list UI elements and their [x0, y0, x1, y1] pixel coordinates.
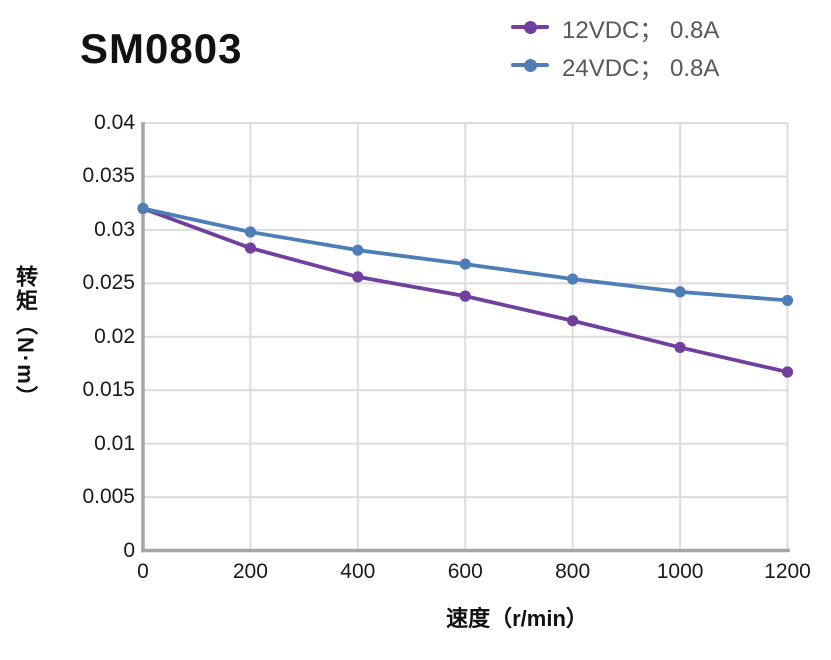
- y-tick-label: 0.025: [82, 271, 135, 295]
- data-point-12vdc: [244, 242, 257, 254]
- data-point-24vdc: [137, 202, 149, 215]
- y-tick-label: 0.02: [94, 324, 135, 348]
- y-tick-label: 0.01: [94, 431, 135, 455]
- data-point-24vdc: [567, 273, 579, 285]
- x-tick-label: 200: [232, 560, 268, 583]
- y-tick-label: 0.035: [82, 164, 135, 188]
- legend-item-24vdc: 24VDC； 0.8A: [511, 46, 719, 84]
- data-point-12vdc: [459, 290, 471, 302]
- legend-line-marker-12vdc: [511, 20, 549, 34]
- x-tick-label: 400: [340, 560, 376, 583]
- data-point-24vdc: [674, 286, 686, 298]
- data-point-12vdc: [352, 271, 364, 283]
- x-tick-label: 600: [447, 560, 483, 583]
- data-point-12vdc: [781, 366, 794, 378]
- x-tick-label: 1200: [764, 560, 811, 583]
- data-point-12vdc: [567, 315, 579, 327]
- y-tick-label: 0.04: [94, 111, 135, 134]
- legend-line-marker-24vdc: [511, 58, 549, 72]
- y-tick-label: 0.03: [94, 217, 135, 241]
- chart-title: SM0803: [80, 25, 243, 72]
- data-point-24vdc: [781, 294, 794, 307]
- x-tick-label: 1000: [656, 560, 704, 583]
- y-axis-title: 转矩（N·m）: [13, 265, 38, 410]
- data-point-24vdc: [244, 226, 257, 238]
- y-tick-label: 0.015: [82, 378, 135, 402]
- x-tick-label: 800: [555, 560, 591, 583]
- y-tick-label: 0.005: [82, 485, 135, 509]
- data-point-12vdc: [674, 341, 686, 354]
- legend-label-24vdc: 24VDC； 0.8A: [562, 54, 720, 82]
- data-point-24vdc: [352, 244, 364, 256]
- legend-label-12vdc: 12VDC； 0.8A: [562, 16, 720, 44]
- legend: 12VDC； 0.8A 24VDC； 0.8A: [511, 8, 719, 84]
- data-point-24vdc: [459, 258, 471, 270]
- x-axis-title: 速度（r/min）: [446, 606, 588, 631]
- x-tick-label: 0: [137, 560, 149, 583]
- legend-item-12vdc: 12VDC； 0.8A: [511, 8, 719, 46]
- y-tick-label: 0: [123, 538, 135, 562]
